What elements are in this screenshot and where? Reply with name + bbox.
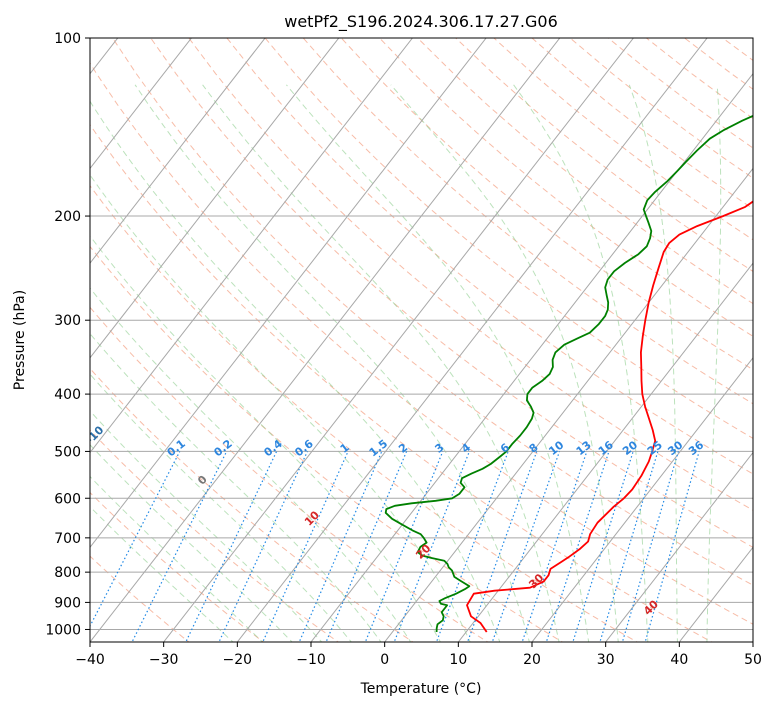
chart-title: wetPf2_S196.2024.306.17.27.G06 — [284, 12, 558, 32]
moist-adiabat — [513, 84, 649, 642]
isotherm — [90, 38, 487, 549]
isotherm — [236, 38, 708, 642]
moist-adiabat — [90, 410, 323, 642]
mixing-ratio-line — [298, 451, 383, 642]
moist-adiabat — [90, 373, 352, 642]
x-tick-label: 50 — [744, 652, 762, 668]
isotherm — [90, 38, 561, 642]
x-tick-label: −10 — [296, 652, 326, 668]
mixing-ratio-line — [572, 451, 634, 642]
moist-adiabat — [706, 84, 722, 642]
isotherm — [310, 72, 753, 642]
mixing-ratio-line — [393, 451, 470, 642]
mixing-ratio-line — [90, 451, 181, 628]
y-tick-label: 500 — [54, 444, 81, 460]
plot-frame — [89, 37, 754, 643]
isotherm — [90, 38, 340, 359]
isotherm — [90, 38, 266, 264]
x-tick-label: −30 — [149, 652, 179, 668]
mixing-ratio-line — [364, 451, 444, 642]
dry-adiabat — [264, 38, 753, 439]
x-tick-label: −40 — [75, 652, 105, 668]
y-tick-label: 900 — [54, 595, 81, 611]
dry-adiabat — [90, 306, 489, 642]
mixing-ratio-line — [325, 451, 408, 642]
y-axis-ticks: 100 200 300 400 500 600 700 800 900 1000 — [45, 31, 90, 638]
dry-adiabat — [302, 38, 753, 405]
y-axis-title: Pressure (hPa) — [12, 290, 28, 390]
x-axis-ticks: −40 −30 −20 −10 0 10 20 30 40 50 — [75, 642, 762, 668]
moist-adiabat — [628, 84, 678, 642]
moist-adiabat — [134, 84, 530, 642]
moist-adiabat — [286, 84, 590, 642]
x-tick-label: 20 — [523, 652, 541, 668]
y-tick-label: 100 — [54, 31, 81, 47]
y-tick-label: 400 — [54, 387, 81, 403]
isotherm — [90, 38, 193, 170]
dewpoint-profile — [384, 114, 753, 633]
dry-adiabat — [340, 38, 753, 371]
isotherm — [457, 262, 753, 642]
isotherm — [90, 38, 414, 454]
mixing-ratio-lines — [90, 451, 700, 642]
isotherm — [605, 451, 753, 642]
x-tick-label: 10 — [449, 652, 467, 668]
dry-adiabat — [90, 245, 564, 642]
mixing-ratio-line — [218, 451, 308, 642]
isotherm — [531, 357, 753, 642]
x-tick-label: −20 — [223, 652, 253, 668]
moist-adiabat — [90, 174, 471, 642]
x-tick-label: 0 — [380, 652, 389, 668]
x-tick-label: 40 — [670, 652, 688, 668]
y-tick-label: 300 — [54, 313, 81, 329]
mixing-ratio-line — [621, 451, 679, 642]
moist-adiabat — [90, 506, 234, 642]
isotherm — [163, 38, 635, 642]
y-tick-label: 600 — [54, 491, 81, 507]
y-tick-label: 700 — [54, 531, 81, 547]
moist-adiabat — [202, 84, 560, 642]
mixing-ratio-line — [545, 451, 610, 642]
moist-adiabats — [90, 84, 722, 642]
moist-adiabat — [90, 100, 501, 642]
grid-lines — [90, 38, 753, 642]
mixing-ratio-line — [599, 451, 659, 642]
isotherm — [384, 167, 753, 642]
x-axis-title: Temperature (°C) — [360, 681, 482, 697]
y-tick-label: 800 — [54, 565, 81, 581]
x-tick-label: 30 — [597, 652, 615, 668]
y-tick-label: 1000 — [45, 622, 81, 638]
dry-adiabat — [90, 62, 753, 625]
y-tick-label: 200 — [54, 209, 81, 225]
moist-adiabat — [90, 332, 382, 642]
mixing-ratio-line — [644, 451, 700, 642]
moist-adiabat — [390, 84, 619, 642]
mixing-ratio-line — [262, 451, 349, 642]
profile-series — [384, 114, 753, 633]
temperature-profile — [466, 200, 753, 633]
dry-adiabat — [112, 38, 753, 586]
